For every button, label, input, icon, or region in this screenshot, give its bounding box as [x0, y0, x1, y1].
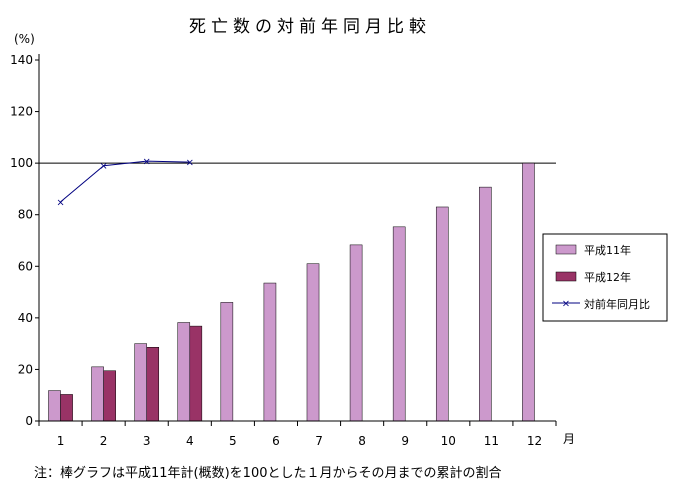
bar-1-1 — [48, 390, 61, 422]
ratio-point-4: × — [186, 158, 194, 169]
legend-swatch-h11 — [555, 244, 577, 255]
x-tick-label-8: 8 — [358, 434, 366, 448]
bar-5-1 — [220, 302, 234, 422]
x-tick-label-2: 2 — [100, 434, 108, 448]
x-tick-label-1: 1 — [57, 434, 65, 448]
legend-swatch-h12 — [555, 271, 577, 282]
footnote: 注：棒グラフは平成11年計(概数)を100とした１月からその月までの累計の割合 — [34, 465, 502, 481]
x-tick-label-9: 9 — [401, 434, 409, 448]
x-tick-label-7: 7 — [315, 434, 323, 448]
chart-title: 死亡数の対前年同月比較 — [189, 17, 431, 37]
x-tick-label-11: 11 — [484, 434, 499, 448]
bar-10-1 — [435, 206, 449, 422]
bar-3-2 — [146, 347, 160, 422]
legend-marker-ratio: × — [562, 299, 570, 310]
ratio-point-2: × — [99, 161, 107, 172]
legend-label-ratio: 対前年同月比 — [584, 297, 650, 311]
x-tick-label-6: 6 — [272, 434, 280, 448]
x-tick-label-3: 3 — [143, 434, 151, 448]
bar-6-1 — [263, 282, 277, 422]
y-tick-label-20: 20 — [18, 362, 33, 376]
y-tick-label-60: 60 — [18, 259, 33, 273]
x-tick-label-4: 4 — [186, 434, 194, 448]
x-tick-label-5: 5 — [229, 434, 237, 448]
x-tick-label-12: 12 — [527, 434, 542, 448]
bar-2-1 — [91, 366, 104, 422]
y-tick-label-120: 120 — [10, 105, 33, 119]
bar-3-1 — [134, 343, 147, 422]
x-tick-label-10: 10 — [441, 434, 456, 448]
y-tick-label-40: 40 — [18, 311, 33, 325]
bar-9-1 — [392, 226, 406, 422]
y-tick-label-140: 140 — [10, 53, 33, 67]
legend-label-h12: 平成12年 — [584, 270, 631, 284]
legend: 平成11年 平成12年 × 対前年同月比 — [542, 233, 668, 322]
ratio-line — [60, 160, 190, 203]
y-axis-unit: (%) — [14, 32, 35, 46]
bar-12-1 — [522, 162, 535, 422]
y-tick-label-100: 100 — [10, 156, 33, 170]
bar-4-2 — [189, 325, 203, 422]
bar-1-2 — [60, 394, 73, 422]
bar-2-2 — [103, 370, 116, 422]
ratio-point-1: × — [56, 197, 64, 208]
bar-4-1 — [177, 322, 191, 422]
legend-label-h11: 平成11年 — [584, 243, 631, 257]
bar-7-1 — [306, 263, 320, 422]
bar-11-1 — [479, 186, 492, 422]
y-tick-label-80: 80 — [18, 208, 33, 222]
y-tick-label-0: 0 — [25, 414, 33, 428]
ratio-point-3: × — [143, 157, 151, 168]
x-axis-unit: 月 — [563, 432, 575, 446]
bar-8-1 — [349, 244, 363, 422]
